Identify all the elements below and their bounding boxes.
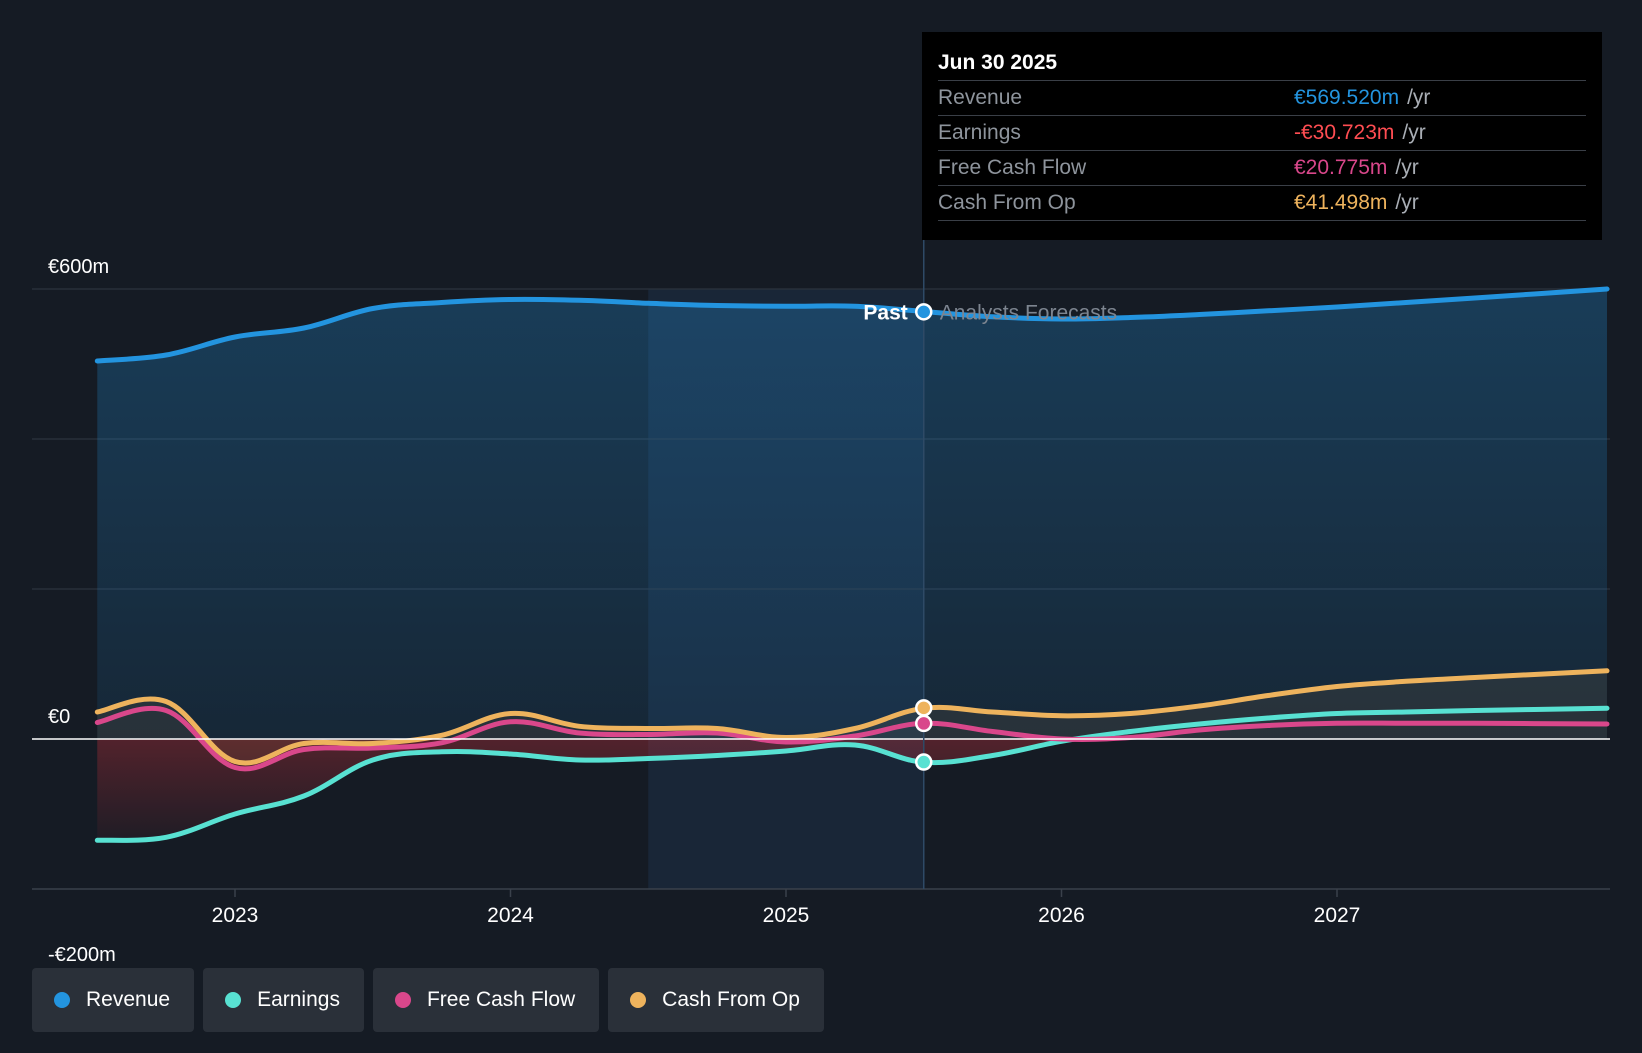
tooltip-unit: /yr [1402,121,1426,144]
y-axis-label: €0 [48,706,70,728]
y-axis-label: -€200m [48,944,116,966]
cash-from-op-line [94,668,1610,766]
forecast-label: Analysts Forecasts [940,302,1117,325]
tooltip-date: Jun 30 2025 [938,46,1586,81]
tooltip-value: -€30.723m [1294,121,1395,144]
legend-label: Revenue [86,988,171,1011]
earnings-highlight-point [915,753,933,771]
legend-label: Earnings [257,988,340,1011]
tooltip-value: €41.498m [1294,191,1388,214]
y-axis-label: €600m [48,256,109,278]
tooltip-unit: /yr [1395,191,1419,214]
tooltip-label: Free Cash Flow [938,156,1087,179]
tooltip-unit: /yr [1407,86,1431,109]
tooltip-label: Cash From Op [938,191,1076,214]
points-layer [915,303,933,771]
past-label: Past [863,302,907,325]
x-tick-label: 2026 [1038,904,1085,927]
revenue-line [94,286,1610,364]
legend-dot-icon [54,992,70,1008]
legend-dot-icon [225,992,242,1008]
x-tick-label: 2025 [763,904,810,927]
earnings-line [94,705,1610,843]
tooltip-value: €20.775m [1294,156,1388,179]
x-tick-label: 2024 [487,904,534,927]
earnings-negative-area [97,739,1607,841]
x-tick-label: 2023 [212,904,259,927]
revenue-highlight-point [915,303,933,321]
tooltip-row-earnings: Earnings -€30.723m /yr [938,116,1586,151]
legend-item-earnings[interactable]: Earnings [203,968,364,1032]
tooltip-unit: /yr [1395,156,1419,179]
axis-layer: €600m €0 -€200m 2023 2024 2025 2026 2027 Past Ana… [32,240,1610,966]
tooltip-row-revenue: Revenue €569.520m /yr [938,81,1586,116]
legend: Revenue Earnings Free Cash Flow Cash Fro… [32,968,824,1032]
legend-dot-icon [630,992,647,1008]
tooltip-label: Revenue [938,86,1023,109]
cash-from-op-highlight-point [915,699,933,717]
legend-item-revenue[interactable]: Revenue [32,968,195,1032]
legend-label: Cash From Op [662,988,800,1011]
lines-layer [94,286,1610,843]
legend-label: Free Cash Flow [426,988,576,1011]
tooltip-value: €569.520m [1294,86,1400,109]
tooltip: Jun 30 2025 Revenue €569.520m /yr Earnin… [922,32,1602,240]
legend-dot-icon [394,992,411,1008]
tooltip-row-free-cash-flow: Free Cash Flow €20.775m /yr [938,151,1586,186]
legend-item-free-cash-flow[interactable]: Free Cash Flow [372,968,600,1032]
tooltip-row-cash-from-op: Cash From Op €41.498m /yr [938,186,1586,221]
revenue-area [97,289,1607,739]
free-cash-flow-highlight-point [915,714,933,733]
x-tick-label: 2027 [1314,904,1361,927]
tooltip-label: Earnings [938,121,1021,144]
legend-item-cash-from-op[interactable]: Cash From Op [608,968,824,1032]
